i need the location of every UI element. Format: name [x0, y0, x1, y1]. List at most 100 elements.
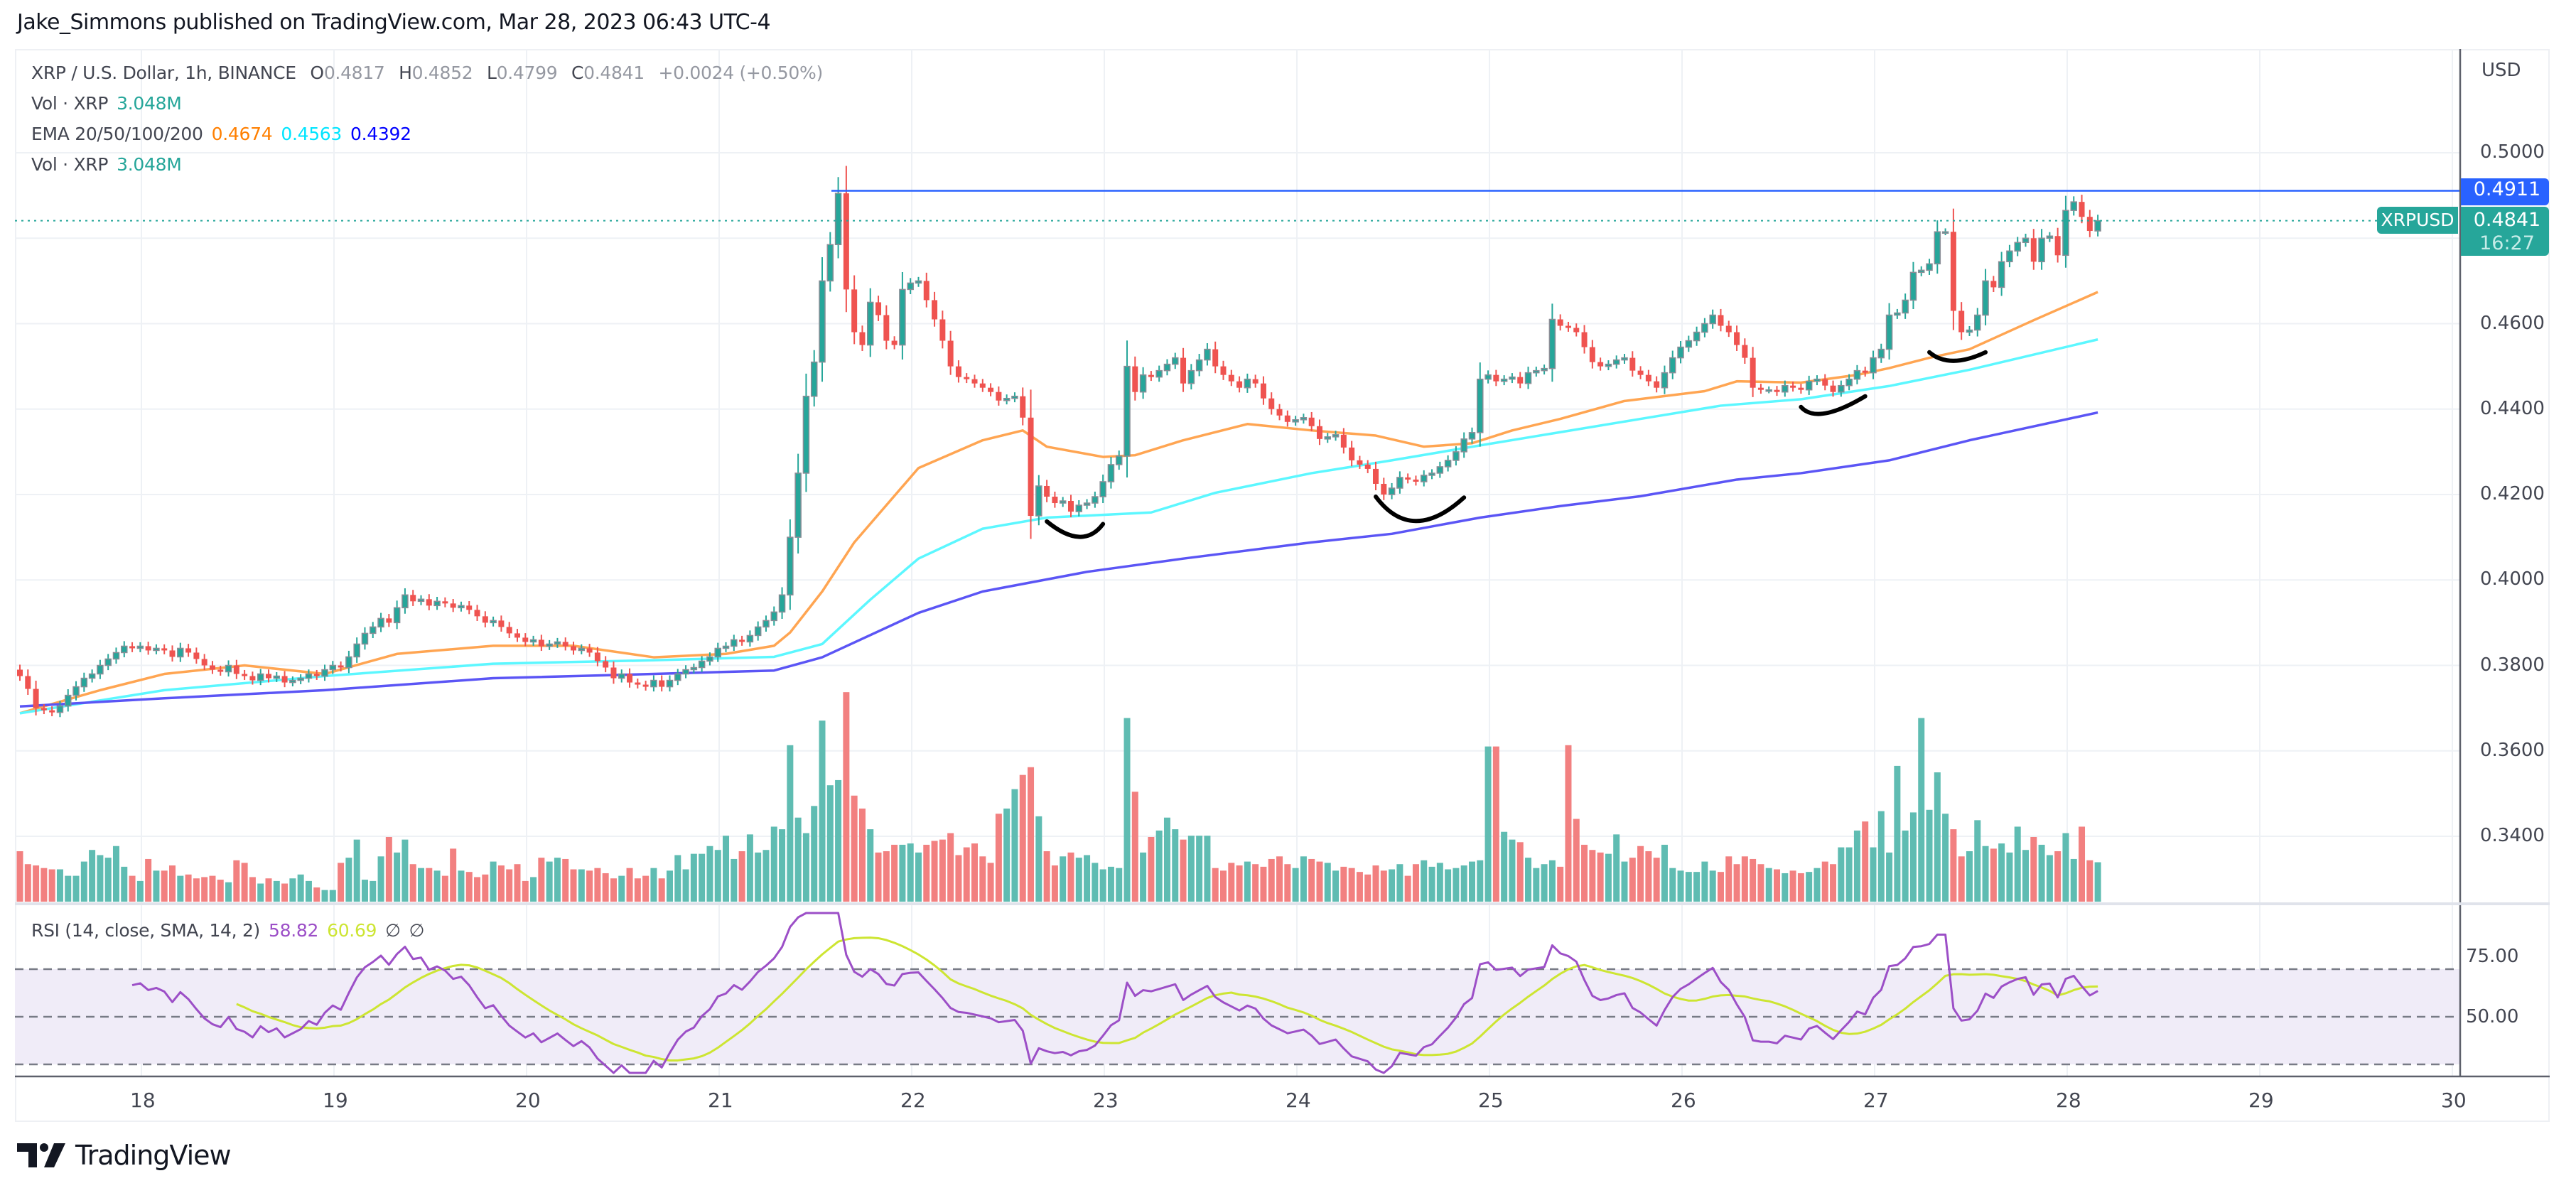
- candle: [1902, 293, 1909, 319]
- candle: [112, 647, 120, 664]
- volume-bar: [746, 834, 753, 902]
- volume-bar: [1661, 844, 1668, 902]
- close-key: C: [571, 63, 584, 83]
- candle-body: [1685, 340, 1693, 348]
- candle: [690, 663, 698, 674]
- candle: [1011, 392, 1018, 403]
- volume-bar: [610, 878, 617, 902]
- candle: [778, 587, 786, 619]
- candle: [297, 674, 304, 684]
- candle-body: [603, 661, 609, 668]
- candle: [1180, 347, 1187, 392]
- candle: [1958, 302, 1965, 340]
- candle-body: [442, 601, 448, 604]
- candle: [1822, 374, 1828, 391]
- volume-bar: [586, 870, 593, 902]
- candle-body: [834, 193, 842, 246]
- volume-bar: [1389, 869, 1396, 902]
- candle: [97, 659, 104, 679]
- volume-bar: [321, 890, 328, 902]
- candle-body: [1734, 332, 1740, 345]
- candle: [1877, 343, 1885, 363]
- volume-bar: [1492, 746, 1499, 902]
- volume-bar: [1300, 856, 1307, 902]
- candle: [233, 659, 239, 679]
- candle: [2046, 232, 2054, 242]
- candle: [1605, 360, 1612, 371]
- candle-body: [2046, 235, 2054, 239]
- volume-bar: [1107, 866, 1114, 902]
- volume-bar: [353, 839, 360, 902]
- candle: [1099, 474, 1106, 504]
- volume-bar: [121, 866, 128, 902]
- volume-bar: [2022, 850, 2029, 902]
- candle: [193, 647, 200, 664]
- candle-body: [1381, 483, 1387, 495]
- candle-body: [714, 647, 721, 658]
- candle-body: [1966, 329, 1973, 333]
- candle: [1581, 325, 1588, 354]
- candle-body: [1268, 398, 1275, 409]
- volume-bar: [1092, 863, 1099, 902]
- volume-bar: [409, 864, 416, 902]
- ema-legend[interactable]: EMA 20/50/100/200 0.4674 0.4563 0.4392: [31, 124, 420, 144]
- candle: [1548, 303, 1556, 382]
- volume-bar: [1774, 869, 1781, 902]
- volume-bar: [385, 837, 392, 902]
- candle-body: [49, 710, 55, 713]
- candle-body: [802, 395, 810, 474]
- volume-bar: [241, 863, 248, 902]
- candle: [650, 675, 657, 692]
- volume-legend[interactable]: Vol · XRP 3.048M: [31, 93, 190, 114]
- rsi-sma-value: 60.69: [327, 920, 377, 941]
- candle-body: [932, 300, 938, 320]
- candle: [321, 664, 328, 681]
- tradingview-logo[interactable]: TradingView: [17, 1140, 232, 1171]
- volume-bar: [1573, 819, 1580, 902]
- candle-body: [289, 679, 296, 684]
- candle: [1477, 362, 1484, 447]
- candle-body: [1236, 381, 1243, 388]
- candle-body: [112, 652, 120, 660]
- candle: [1612, 355, 1620, 369]
- time-tick: 19: [323, 1089, 348, 1112]
- volume-bar: [1838, 847, 1845, 902]
- candle-body: [1701, 323, 1708, 333]
- ema-label: EMA 20/50/100/200: [31, 124, 203, 144]
- candle: [1637, 366, 1644, 379]
- candle: [265, 669, 271, 683]
- candle-body: [377, 617, 384, 628]
- hand-drawn-arc: [1374, 495, 1467, 524]
- volume-bar: [402, 839, 409, 902]
- candle-body: [1877, 348, 1885, 359]
- candle-body: [1444, 460, 1452, 468]
- candle: [635, 678, 641, 688]
- volume-bar: [570, 869, 577, 902]
- candle: [1035, 475, 1042, 526]
- volume-bar: [1436, 863, 1443, 902]
- volume-bar: [706, 846, 713, 902]
- volume-bar: [811, 806, 818, 902]
- volume-bar: [89, 850, 96, 902]
- candle-body: [1654, 381, 1660, 388]
- candle: [627, 668, 633, 688]
- candle: [1990, 276, 1997, 293]
- candle-body: [859, 332, 866, 345]
- volume-bar: [923, 844, 930, 902]
- candle: [1484, 370, 1492, 384]
- candle-body: [964, 377, 970, 379]
- rsi-legend[interactable]: RSI (14, close, SMA, 14, 2) 58.82 60.69 ∅ ∅: [31, 920, 433, 941]
- volume-bar: [209, 875, 216, 902]
- main-legend[interactable]: XRP / U.S. Dollar, 1h, BINANCE O0.4817 H…: [31, 63, 831, 83]
- candle: [562, 637, 568, 651]
- volume-legend-2[interactable]: Vol · XRP 3.048M: [31, 154, 190, 175]
- candle: [971, 374, 978, 388]
- candle-body: [466, 605, 473, 610]
- volume-bar: [297, 874, 304, 902]
- candle-body: [1260, 383, 1266, 399]
- candles: [17, 166, 2101, 718]
- volume-bar: [1853, 830, 1860, 902]
- candle-body: [1934, 231, 1941, 265]
- volume-bar: [24, 864, 31, 902]
